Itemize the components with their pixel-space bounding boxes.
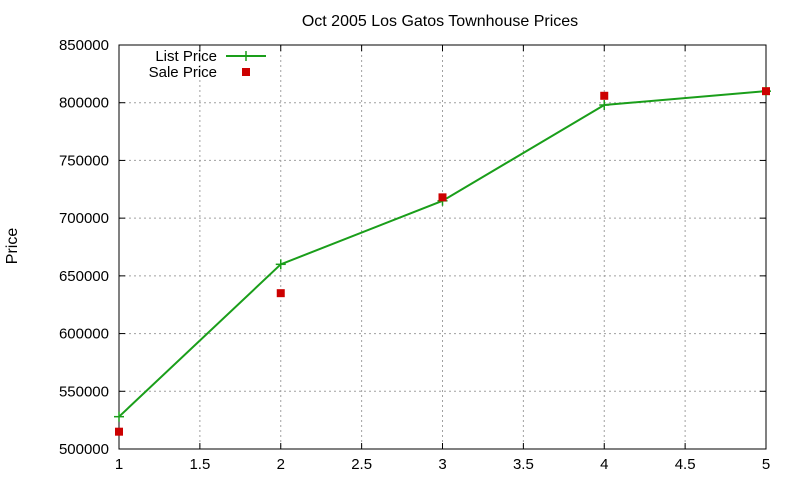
legend-swatch-marker bbox=[241, 51, 251, 61]
series-line bbox=[118, 90, 767, 418]
chart-title: Oct 2005 Los Gatos Townhouse Prices bbox=[302, 13, 578, 30]
x-tick-label: 5 bbox=[762, 456, 770, 473]
y-tick-label: 650000 bbox=[59, 268, 109, 285]
y-tick-label: 700000 bbox=[59, 210, 109, 227]
data-point bbox=[762, 87, 770, 96]
x-tick-label: 3 bbox=[438, 456, 446, 473]
y-axis-label: Price bbox=[4, 228, 21, 265]
legend-label: Sale Price bbox=[149, 64, 217, 81]
y-tick-label: 500000 bbox=[59, 441, 109, 458]
data-point bbox=[114, 411, 124, 422]
data-point bbox=[600, 91, 609, 100]
data-point bbox=[599, 100, 610, 111]
data-point bbox=[275, 259, 286, 270]
data-point bbox=[115, 427, 123, 436]
x-tick-label: 2 bbox=[277, 456, 285, 473]
data-point bbox=[276, 289, 285, 298]
legend-label: List Price bbox=[155, 48, 217, 65]
y-tick-label: 750000 bbox=[59, 152, 109, 169]
series-layer bbox=[114, 86, 771, 436]
data-point bbox=[438, 193, 447, 202]
axis-ticks: 1 1.5 2 2.5 3 3.5 4 4.5 5 500000 550000 600000 65000… bbox=[59, 37, 770, 473]
x-tick-label: 4 bbox=[600, 456, 608, 473]
y-tick-label: 850000 bbox=[59, 37, 109, 54]
y-tick-label: 550000 bbox=[59, 383, 109, 400]
x-tick-label: 2.5 bbox=[351, 456, 372, 473]
legend-swatch-marker bbox=[242, 68, 250, 76]
x-tick-label: 4.5 bbox=[675, 456, 696, 473]
series-sale-price bbox=[115, 87, 770, 436]
y-tick-label: 800000 bbox=[59, 95, 109, 112]
y-tick-label: 600000 bbox=[59, 326, 109, 343]
grid bbox=[119, 45, 766, 449]
x-tick-label: 1 bbox=[115, 456, 123, 473]
x-tick-label: 1.5 bbox=[189, 456, 210, 473]
x-tick-label: 3.5 bbox=[513, 456, 534, 473]
